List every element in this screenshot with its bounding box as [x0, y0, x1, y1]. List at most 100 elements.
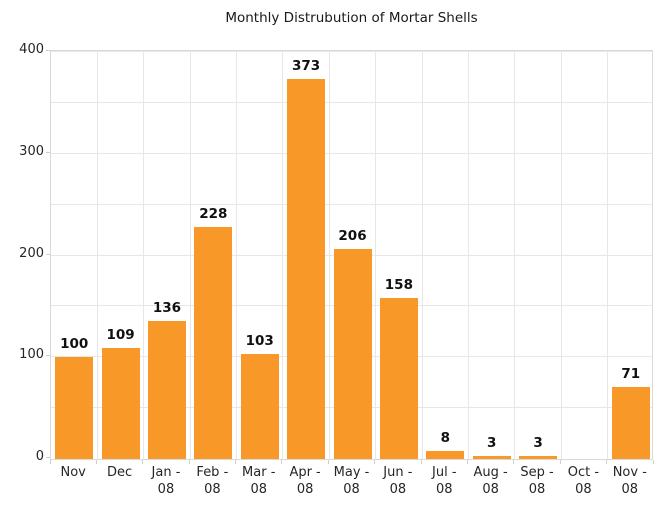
gridline-vertical	[143, 51, 145, 459]
x-axis-tick	[420, 460, 422, 464]
bar	[611, 386, 650, 459]
gridline-vertical	[514, 51, 516, 459]
x-axis-tick-label: Feb - 08	[182, 464, 242, 498]
x-axis-tick-label: Mar - 08	[229, 464, 289, 498]
bar	[379, 298, 418, 459]
bar-value-label: 8	[440, 429, 450, 446]
gridline-vertical	[421, 51, 423, 459]
x-axis-tick-label: Dec	[90, 464, 150, 481]
x-axis-tick	[374, 460, 376, 464]
gridline-horizontal	[51, 203, 652, 205]
gridline-vertical	[467, 51, 469, 459]
x-axis-tick-label: May - 08	[322, 464, 382, 498]
bar	[194, 227, 233, 459]
x-axis-tick-label-line: May -	[333, 465, 370, 480]
x-axis-tick-label: Nov - 08	[600, 464, 660, 498]
x-axis-tick-label-line: Nov -	[612, 465, 647, 480]
x-axis-tick-label-line: Aug -	[473, 465, 508, 480]
x-axis-tick-label-line: Dec	[106, 465, 133, 480]
bar	[55, 357, 94, 459]
gridline-horizontal	[51, 51, 652, 52]
bar-value-label: 103	[245, 333, 274, 350]
bar-value-label: 228	[199, 206, 228, 223]
x-axis-tick-label: Jul - 08	[414, 464, 474, 498]
x-axis-tick-label-line: Oct -	[567, 465, 600, 480]
bar	[472, 455, 511, 459]
bar-value-label: 71	[621, 365, 641, 382]
x-axis-tick-label: Sep - 08	[507, 464, 567, 498]
x-axis-tick	[466, 460, 468, 464]
bar	[101, 348, 140, 459]
x-axis-tick-label: Aug - 08	[461, 464, 521, 498]
x-axis-tick-label-line: 08	[389, 482, 407, 497]
gridline-vertical	[607, 51, 609, 459]
bar-value-label: 373	[292, 58, 321, 75]
x-axis-tick-label-line: Feb -	[196, 465, 229, 480]
gridline-vertical	[96, 51, 98, 459]
bar	[426, 450, 465, 459]
plot-area: 100 109 136 228 103 373 206 158 8 3 3 71	[50, 50, 653, 460]
x-axis-tick-label: Oct - 08	[553, 464, 613, 498]
y-axis-tick	[46, 355, 50, 357]
y-axis-tick-label: 200	[19, 245, 44, 261]
x-axis-tick	[652, 460, 654, 464]
gridline-vertical	[236, 51, 238, 459]
x-axis-tick	[513, 460, 515, 464]
x-axis-tick	[142, 460, 144, 464]
bar-value-label: 3	[533, 434, 543, 451]
bar	[287, 79, 326, 459]
y-axis-tick	[46, 151, 50, 153]
x-axis-tick-label-line: 08	[621, 482, 639, 497]
x-axis-tick-label-line: Jul -	[432, 465, 457, 480]
y-axis-tick-label: 100	[19, 347, 44, 363]
x-axis-tick-label-line: 08	[528, 482, 546, 497]
gridline-horizontal	[51, 152, 652, 154]
x-axis-tick	[327, 460, 329, 464]
x-axis-tick-label-line: Mar -	[242, 465, 276, 480]
y-axis-tick	[46, 457, 50, 458]
chart-title: Monthly Distrubution of Mortar Shells	[225, 10, 478, 26]
x-axis-tick-label-line: Jan -	[151, 465, 181, 480]
x-axis-tick-label-line: Apr -	[289, 465, 321, 480]
gridline-vertical	[282, 51, 284, 459]
x-axis-tick-label-line: 08	[482, 482, 499, 497]
x-axis-tick-label-line: 08	[204, 482, 221, 497]
gridline-vertical	[189, 51, 191, 459]
x-axis-tick-label-line: 08	[296, 482, 314, 497]
x-axis-tick-label-line: 08	[435, 482, 453, 497]
x-axis-tick-label: Apr - 08	[275, 464, 335, 498]
bar-value-label: 158	[384, 277, 413, 294]
bar-value-label: 3	[486, 434, 497, 451]
x-axis-tick-label-line: 08	[157, 482, 175, 497]
x-axis-tick	[559, 460, 561, 464]
y-axis-tick-label: 400	[19, 42, 44, 57]
gridline-vertical	[328, 51, 330, 459]
x-axis-tick-label-line: 08	[343, 482, 360, 497]
bar-value-label: 100	[60, 336, 89, 353]
x-axis-tick	[235, 460, 237, 464]
y-axis-tick-label: 0	[35, 449, 44, 464]
bar	[333, 249, 372, 459]
x-axis-tick	[188, 460, 190, 464]
bar-value-label: 206	[338, 228, 367, 245]
x-axis-tick	[606, 460, 608, 464]
bar-value-label: 136	[152, 299, 182, 316]
x-axis-tick	[49, 460, 51, 464]
bar	[147, 320, 186, 459]
x-axis-tick-label-line: Jun -	[383, 465, 413, 480]
x-axis-tick-label: Nov	[43, 464, 103, 481]
gridline-vertical	[375, 51, 377, 459]
x-axis-tick-label: Jun - 08	[368, 464, 428, 498]
bar	[240, 354, 279, 459]
x-axis-tick-label-line: 08	[575, 482, 592, 497]
bar-value-label: 109	[106, 327, 135, 344]
y-axis-tick	[46, 253, 50, 255]
gridline-vertical	[560, 51, 562, 459]
gridline-horizontal	[51, 101, 652, 103]
x-axis-tick-label-line: Sep -	[520, 465, 554, 480]
bar	[519, 455, 558, 459]
y-axis-tick-label: 300	[19, 143, 44, 159]
x-axis-tick-label: Jan - 08	[136, 464, 196, 498]
x-axis-tick-label-line: 08	[250, 482, 267, 497]
